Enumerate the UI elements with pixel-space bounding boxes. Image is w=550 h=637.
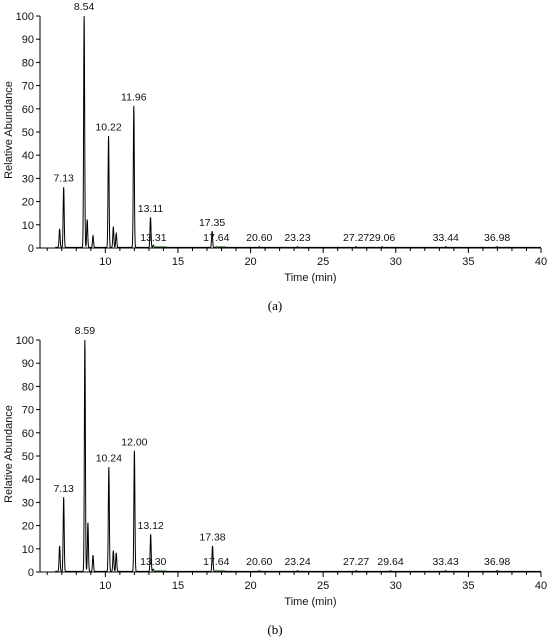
- peak-label: 7.13: [53, 173, 74, 185]
- peak-label: 10.22: [95, 122, 121, 134]
- peak-label: 13.12: [138, 520, 164, 532]
- y-tick-label: 80: [22, 381, 34, 393]
- x-tick-label: 10: [99, 580, 111, 592]
- chart-panel-b: 0 10 20 30 40 50 60 70 80 90 100 10 15 20 25 30 35 40 Time…: [3, 325, 547, 637]
- peak-label: 17.64: [203, 556, 229, 568]
- peak-label: 20.60: [246, 556, 272, 568]
- y-tick-label: 70: [22, 405, 34, 417]
- y-tick-label: 20: [22, 521, 34, 533]
- panel-caption: (a): [268, 298, 282, 313]
- peak-label: 33.44: [433, 232, 459, 244]
- y-tick-label: 20: [22, 197, 34, 209]
- peak-label: 36.98: [484, 232, 510, 244]
- peak-label: 11.96: [121, 91, 147, 103]
- peak-label: 29.64: [377, 556, 403, 568]
- chromatogram-trace: [55, 15, 541, 248]
- peak-label: 8.54: [74, 1, 95, 13]
- y-tick-label: 60: [22, 104, 34, 116]
- chart-panel-a: 0 10 20 30 40 50 60 70 80 90 100 10 15 20 25 30 35 40 Time…: [3, 1, 547, 313]
- peak-label: 8.59: [75, 325, 96, 337]
- y-tick-label: 40: [22, 474, 34, 486]
- y-tick-label: 50: [22, 451, 34, 463]
- x-tick-label: 25: [317, 256, 329, 268]
- peak-label: 12.00: [121, 436, 147, 448]
- x-tick-label: 15: [172, 580, 184, 592]
- x-axis-title: Time (min): [284, 596, 336, 608]
- peak-label: 17.35: [199, 217, 225, 229]
- y-tick-label: 80: [22, 57, 34, 69]
- x-tick-label: 30: [390, 256, 402, 268]
- y-tick-label: 0: [28, 243, 34, 255]
- peak-label: 7.13: [53, 483, 74, 495]
- y-tick-label: 10: [22, 220, 34, 232]
- peak-label: 17.64: [203, 232, 229, 244]
- x-tick-label: 35: [462, 256, 474, 268]
- peak-label: 13.11: [138, 203, 164, 215]
- peak-label: 23.23: [284, 232, 310, 244]
- peak-label: 23.24: [284, 556, 310, 568]
- x-tick-label: 30: [390, 580, 402, 592]
- chromatogram-trace: [55, 339, 541, 572]
- x-tick-label: 40: [535, 256, 547, 268]
- y-tick-label: 100: [16, 335, 34, 347]
- peak-label: 13.30: [140, 556, 166, 568]
- y-tick-label: 100: [16, 11, 34, 23]
- x-tick-label: 15: [172, 256, 184, 268]
- x-axis-title: Time (min): [284, 272, 336, 284]
- peak-label: 10.24: [96, 453, 122, 465]
- peak-label: 29.06: [369, 232, 395, 244]
- peak-label: 17.38: [199, 531, 225, 543]
- peak-label: 33.43: [432, 556, 458, 568]
- peak-label: 13.31: [140, 232, 166, 244]
- y-tick-label: 60: [22, 428, 34, 440]
- y-tick-label: 90: [22, 358, 34, 370]
- peak-label: 27.27: [343, 556, 369, 568]
- x-tick-label: 20: [244, 256, 256, 268]
- y-tick-label: 70: [22, 81, 34, 93]
- y-tick-label: 50: [22, 127, 34, 139]
- y-axis-title: Relative Abundance: [3, 81, 15, 179]
- x-tick-label: 25: [317, 580, 329, 592]
- x-tick-label: 35: [462, 580, 474, 592]
- x-tick-label: 40: [535, 580, 547, 592]
- y-tick-label: 90: [22, 34, 34, 46]
- y-tick-label: 30: [22, 497, 34, 509]
- y-tick-label: 40: [22, 150, 34, 162]
- y-tick-label: 0: [28, 567, 34, 579]
- y-axis-title: Relative Abundance: [3, 405, 15, 503]
- x-tick-label: 10: [99, 256, 111, 268]
- x-tick-label: 20: [244, 580, 256, 592]
- peak-label: 27.27: [343, 232, 369, 244]
- y-tick-label: 30: [22, 173, 34, 185]
- panel-caption: (b): [267, 622, 282, 637]
- peak-label: 20.60: [246, 232, 272, 244]
- y-tick-label: 10: [22, 544, 34, 556]
- peak-label: 36.98: [484, 556, 510, 568]
